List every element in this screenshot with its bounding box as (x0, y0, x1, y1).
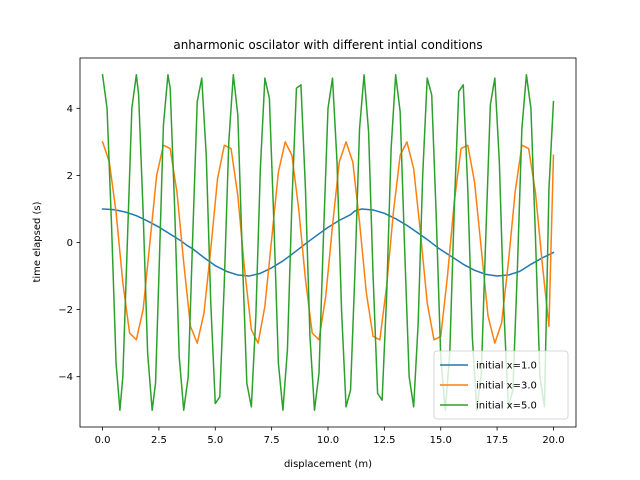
y-tick-label: 4 (67, 104, 73, 115)
y-tick-label: −4 (58, 372, 73, 383)
y-axis-label: time elapsed (s) (32, 201, 43, 282)
x-tick-label: 20.0 (542, 435, 564, 446)
legend-box (433, 350, 569, 420)
legend-label-3: initial x=5.0 (476, 401, 537, 412)
chart-title: anharmonic oscilator with different inti… (173, 38, 482, 52)
series-line-2 (101, 140, 555, 344)
x-tick-label: 7.5 (264, 435, 280, 446)
y-tick-label: 0 (67, 238, 73, 249)
legend: initial x=1.0 initial x=3.0 initial x=5.0 (433, 350, 569, 420)
x-tick-label: 15.0 (430, 435, 452, 446)
x-tick-label: 2.5 (151, 435, 167, 446)
x-tick-label: 5.0 (207, 435, 223, 446)
y-tick-label: −2 (58, 305, 73, 316)
legend-label-2: initial x=3.0 (476, 381, 537, 392)
y-axis-ticks: −4 −2 0 2 4 (58, 104, 80, 383)
x-tick-label: 12.5 (373, 435, 395, 446)
x-tick-label: 17.5 (486, 435, 508, 446)
x-axis-ticks: 0.0 2.5 5.0 7.5 10.0 12.5 15.0 17.5 20.0 (95, 427, 565, 446)
x-tick-label: 0.0 (95, 435, 111, 446)
legend-label-1: initial x=1.0 (476, 361, 537, 372)
x-tick-label: 10.0 (317, 435, 339, 446)
y-tick-label: 2 (67, 171, 73, 182)
x-axis-label: displacement (m) (284, 459, 372, 470)
